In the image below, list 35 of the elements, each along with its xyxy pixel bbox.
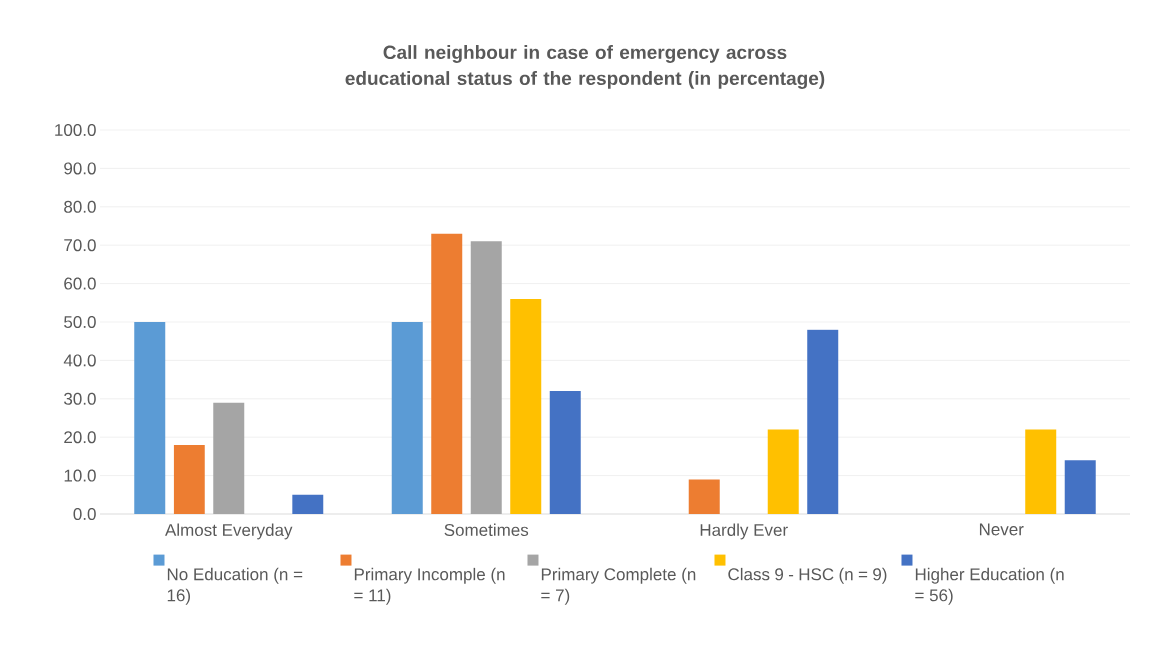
bar [1064, 460, 1096, 514]
y-tick-label: 60.0 [64, 277, 96, 290]
bar [807, 329, 839, 514]
y-tick-label: 40.0 [63, 354, 96, 367]
legend-label: Primary Complete (n = 7) [541, 567, 696, 605]
bar [688, 479, 720, 514]
x-tick-label: Never [979, 523, 1024, 536]
bar [134, 322, 166, 514]
bar [767, 429, 799, 514]
x-tick-label: Hardly Ever [700, 523, 788, 540]
legend-label: Class 9 - HSC (n = 9) [728, 567, 887, 584]
x-tick-label: Sometimes [444, 523, 529, 537]
bar [391, 322, 423, 514]
bar [292, 494, 324, 514]
bar [213, 402, 245, 514]
bar [431, 233, 463, 514]
y-tick-label: 20.0 [64, 431, 96, 444]
y-tick-label: 10.0 [64, 469, 96, 482]
legend-label: No Education (n = 16) [167, 567, 303, 605]
y-tick-label: 90.0 [64, 162, 96, 175]
legend-label: Higher Education (n = 56) [915, 567, 1064, 605]
legend-label: Primary Incomple (n = 11) [354, 567, 505, 605]
y-tick-label: 70.0 [64, 239, 96, 252]
bar [173, 444, 205, 514]
y-tick-label: 50.0 [64, 315, 96, 329]
y-tick-label: 30.0 [64, 392, 96, 405]
bar [1025, 429, 1057, 514]
chart-title: Call neighbour in case of emergency across educational status of the respondent (in percentage) [345, 45, 825, 89]
bar [549, 391, 581, 514]
x-tick-label: Almost Everyday [165, 523, 293, 540]
bar [470, 241, 502, 514]
y-tick-label: 0.0 [73, 507, 96, 521]
y-tick-label: 100.0 [55, 123, 96, 137]
y-tick-label: 80.0 [64, 200, 96, 213]
bar [510, 298, 542, 514]
